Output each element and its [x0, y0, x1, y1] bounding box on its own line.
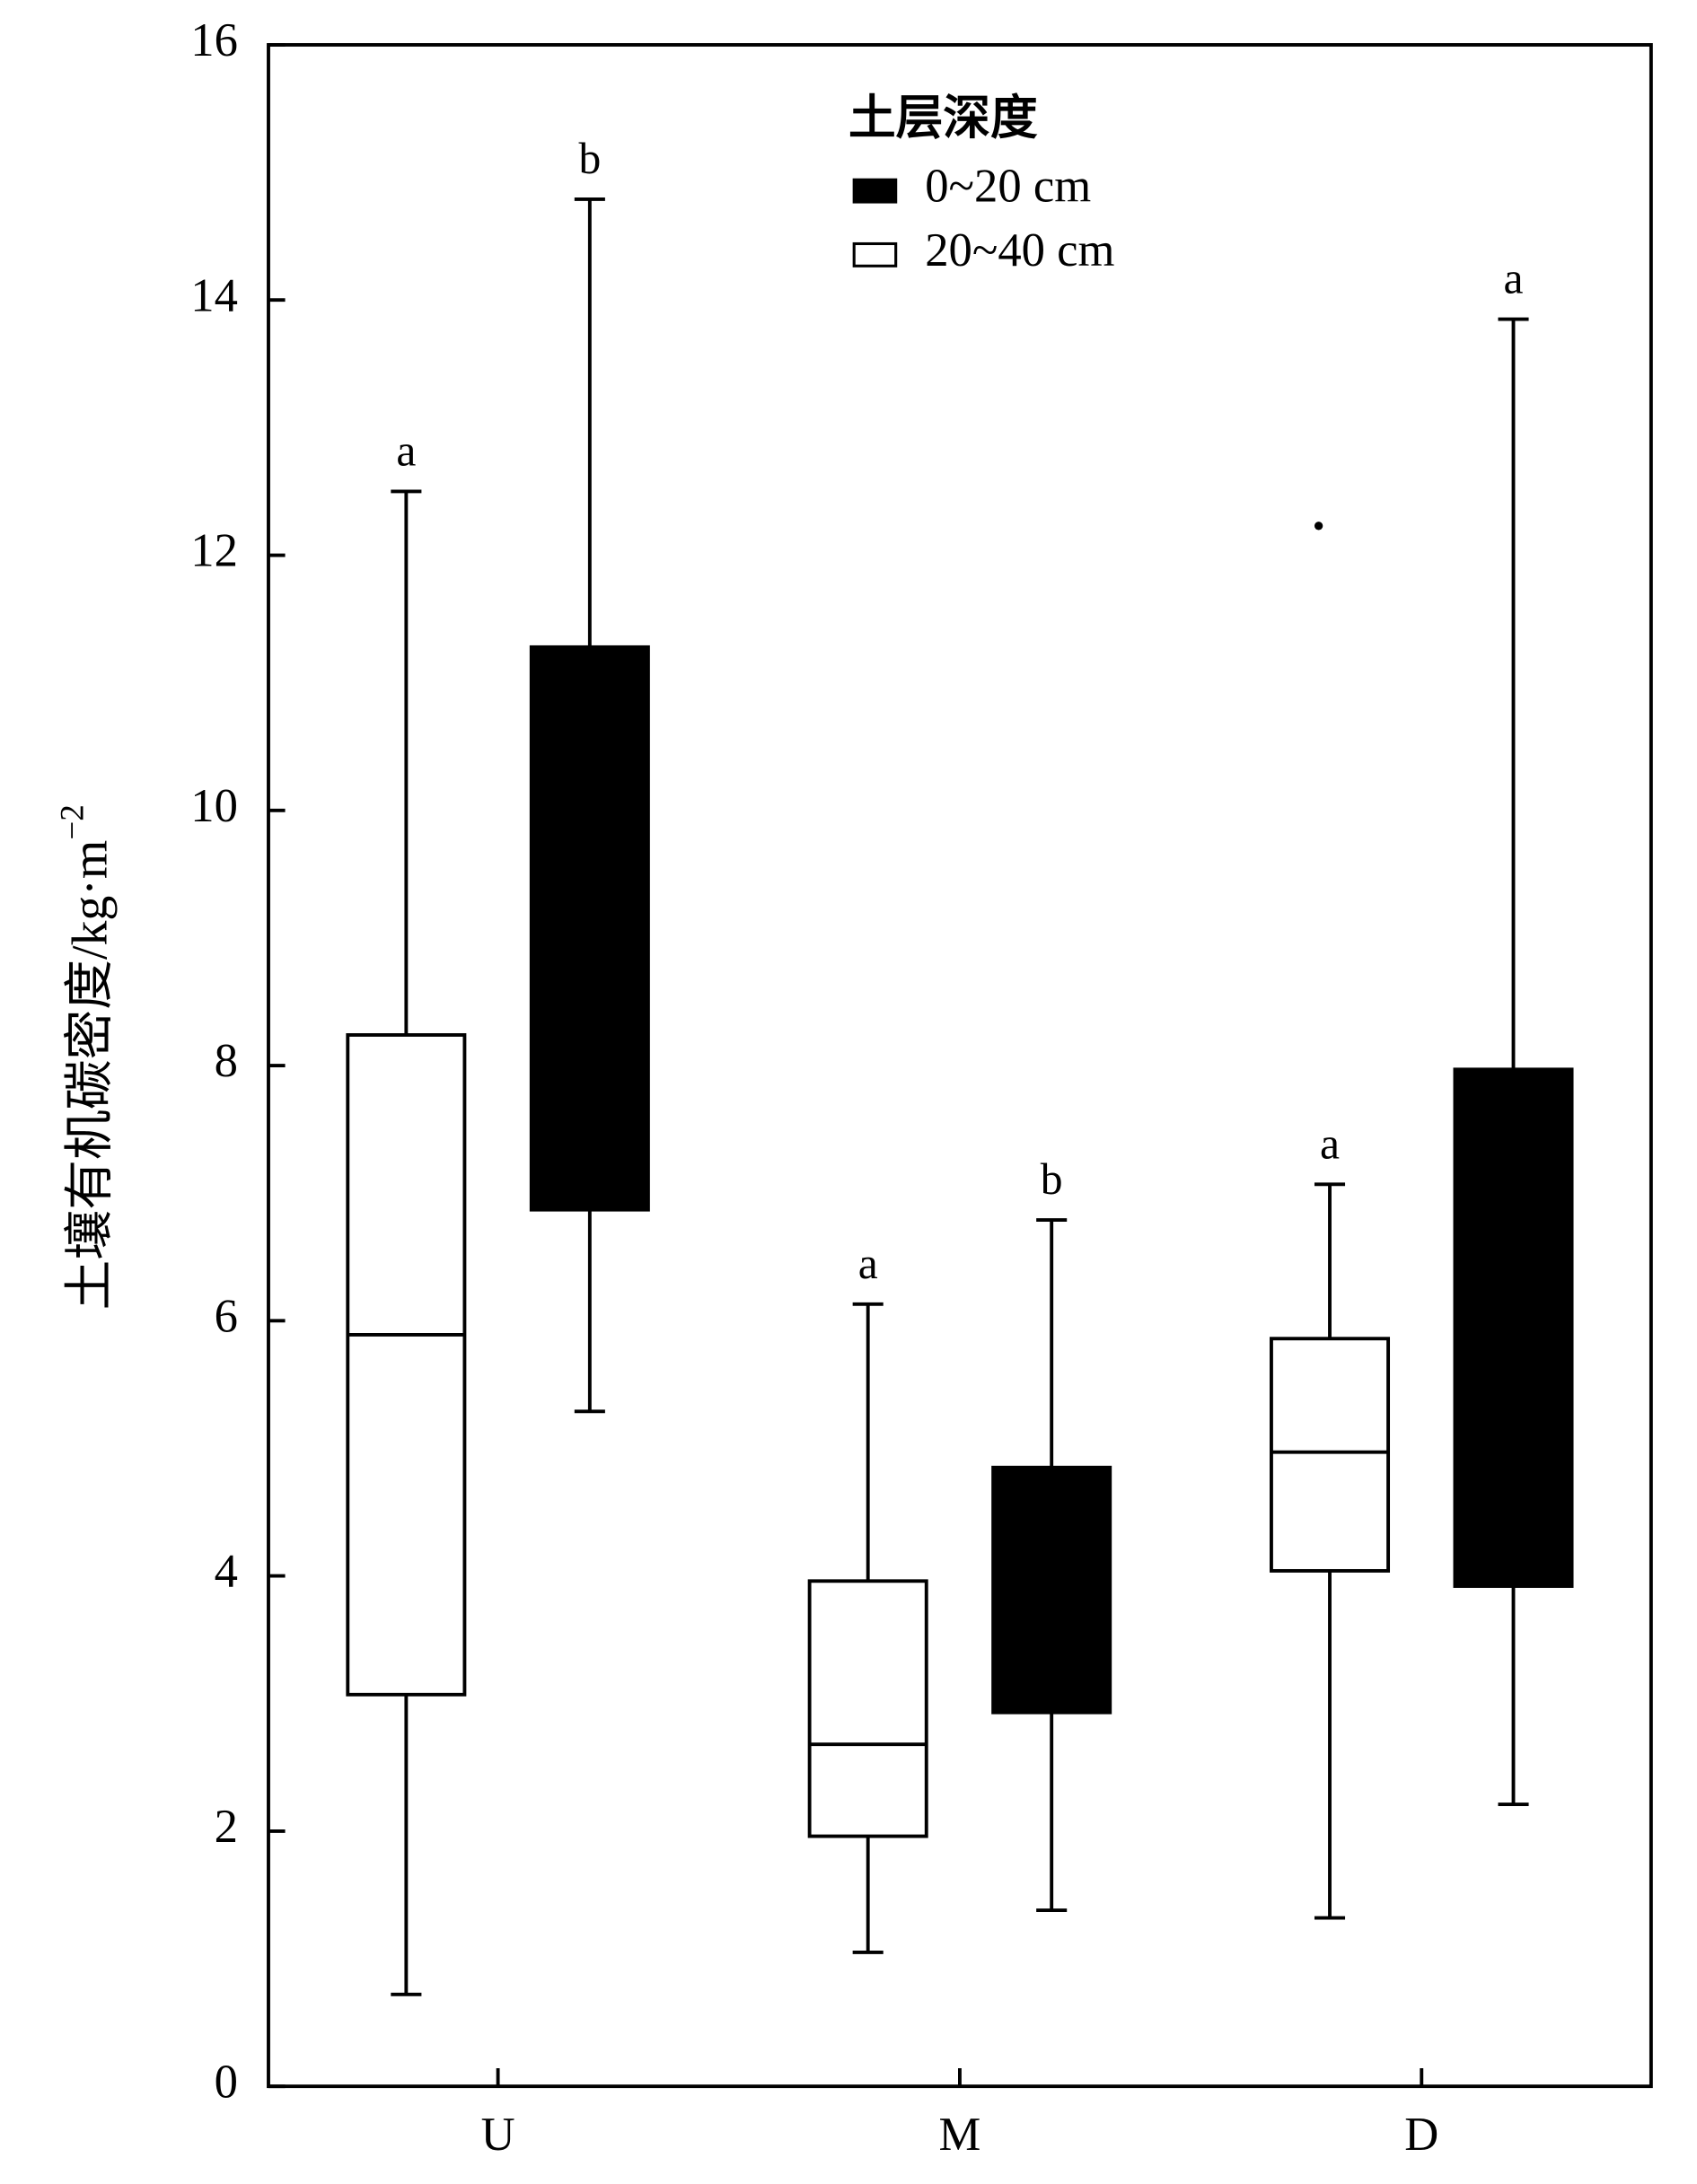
box — [346, 1033, 467, 1697]
y-axis-label: 土壤有机碳密度/kg·m−2 — [54, 804, 118, 1310]
significance-letter: a — [1320, 1118, 1340, 1168]
box — [1270, 1337, 1391, 1573]
y-axis-label-sup: −2 — [54, 804, 91, 840]
significance-letter: a — [396, 426, 416, 476]
box — [807, 1579, 928, 1838]
y-tick-label: 14 — [190, 269, 238, 321]
box — [991, 1465, 1112, 1715]
y-tick-label: 16 — [190, 14, 238, 66]
y-tick-label: 12 — [190, 525, 238, 577]
y-tick-label: 2 — [215, 1801, 238, 1853]
x-tick-label: D — [1404, 2109, 1438, 2161]
legend-label: 20~40 cm — [925, 224, 1114, 276]
y-tick-label: 8 — [215, 1035, 238, 1087]
outlier — [1314, 522, 1323, 531]
box — [1453, 1067, 1574, 1588]
significance-letter: a — [1504, 254, 1524, 303]
x-tick-label: M — [939, 2109, 981, 2161]
y-axis-label-main: 土壤有机碳密度/kg·m — [62, 840, 118, 1311]
plot-frame — [267, 43, 1653, 2089]
legend-swatch — [852, 241, 898, 268]
significance-letter: a — [858, 1239, 878, 1288]
y-tick-label: 0 — [215, 2056, 238, 2108]
x-tick-label: U — [481, 2109, 515, 2161]
box — [529, 645, 650, 1212]
y-tick-label: 10 — [190, 780, 238, 832]
significance-letter: b — [1041, 1154, 1063, 1204]
significance-letter: b — [578, 134, 601, 183]
legend-swatch — [852, 178, 898, 204]
y-tick-label: 4 — [215, 1546, 238, 1598]
legend-title: 土层深度 — [848, 92, 1038, 145]
y-tick-label: 6 — [215, 1290, 238, 1342]
legend-label: 0~20 cm — [925, 161, 1091, 213]
